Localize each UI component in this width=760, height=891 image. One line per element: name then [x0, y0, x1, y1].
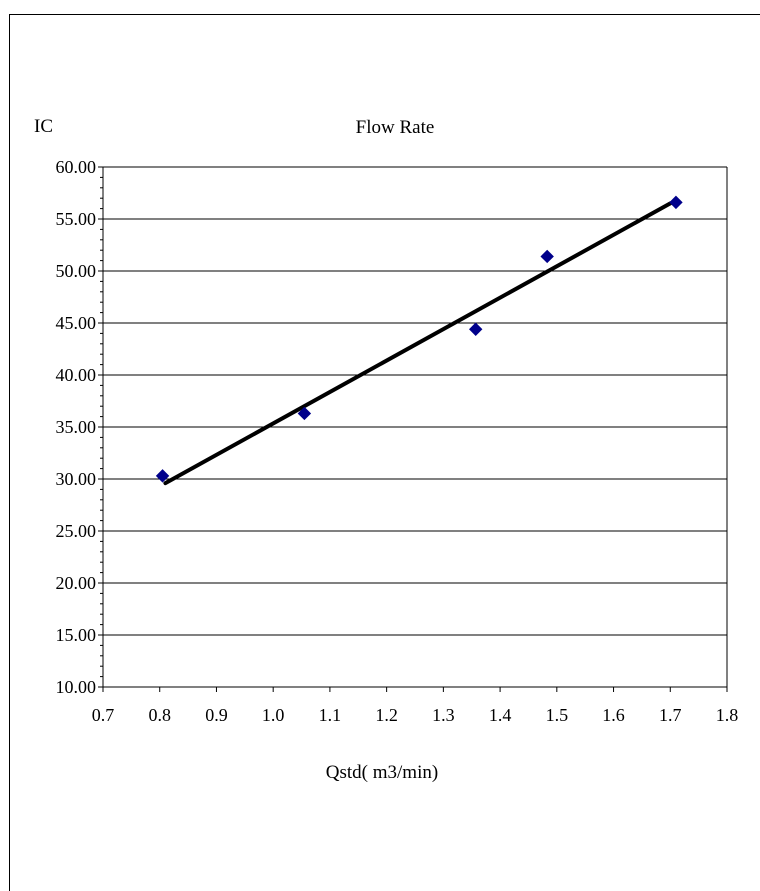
x-tick-label: 1.8 [716, 705, 739, 725]
y-tick-label: 15.00 [56, 625, 97, 645]
x-tick-label: 1.5 [546, 705, 569, 725]
trendline [163, 201, 673, 486]
y-tick-label: 50.00 [56, 261, 97, 281]
y-tick-label: 45.00 [56, 313, 97, 333]
y-tick-label: 20.00 [56, 573, 97, 593]
x-tick-label: 0.7 [92, 705, 115, 725]
y-tick-label: 40.00 [56, 365, 97, 385]
x-tick-label: 1.6 [602, 705, 625, 725]
x-tick-label: 1.4 [489, 705, 512, 725]
chart-title: Flow Rate [356, 117, 435, 138]
data-point [540, 249, 554, 264]
data-point [297, 406, 312, 421]
tick-labels: 10.00 15.00 20.00 25.00 30.00 35.00 40.00 45.00… [56, 157, 739, 725]
data-points [155, 195, 683, 483]
axes [98, 166, 728, 692]
y-tick-label: 30.00 [56, 469, 97, 489]
x-tick-label: 0.8 [148, 705, 171, 725]
x-tick-label: 1.2 [375, 705, 398, 725]
gridlines [103, 166, 727, 636]
y-tick-label: 25.00 [56, 521, 97, 541]
y-tick-label: 10.00 [56, 677, 97, 697]
x-tick-label: 0.9 [205, 705, 228, 725]
x-tick-label: 1.7 [659, 705, 682, 725]
y-tick-label: 55.00 [56, 209, 97, 229]
y-tick-label: 35.00 [56, 417, 97, 437]
data-point [155, 469, 170, 483]
x-tick-label: 1.1 [319, 705, 342, 725]
x-axis-label: Qstd( m3/min) [326, 762, 438, 783]
chart-frame [9, 14, 760, 891]
data-point [669, 195, 683, 210]
data-point [468, 322, 483, 336]
y-axis-label: IC [34, 116, 53, 137]
x-tick-label: 1.0 [262, 705, 285, 725]
x-tick-label: 1.3 [432, 705, 455, 725]
y-tick-label: 60.00 [56, 157, 97, 177]
trendline-path [163, 201, 673, 486]
